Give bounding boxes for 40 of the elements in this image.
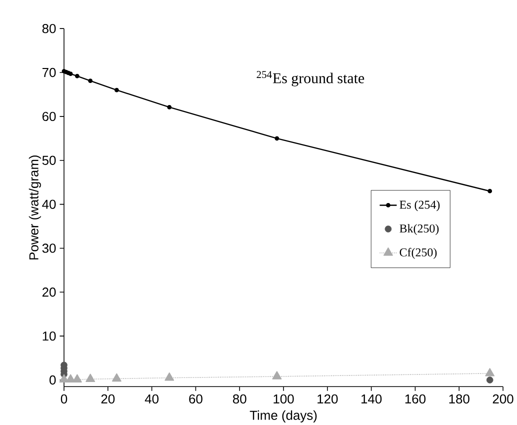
legend-label: Es (254) xyxy=(400,200,440,212)
y-tick-label: 80 xyxy=(42,24,56,34)
point xyxy=(86,374,96,382)
point xyxy=(112,373,122,382)
x-tick-label: 140 xyxy=(361,394,382,404)
x-tick-label: 180 xyxy=(449,394,470,404)
x-tick-label: 160 xyxy=(405,394,426,404)
y-tick-label: 30 xyxy=(42,244,56,253)
point xyxy=(164,372,174,381)
point xyxy=(88,78,93,84)
x-tick-label: 120 xyxy=(318,394,338,404)
point xyxy=(59,374,69,382)
y-tick-label: 0 xyxy=(50,375,56,385)
point xyxy=(272,371,282,380)
point xyxy=(114,88,119,92)
point xyxy=(488,188,492,194)
point xyxy=(66,374,76,382)
y-tick-label: 70 xyxy=(42,68,56,78)
x-tick-label: 100 xyxy=(274,394,294,404)
point xyxy=(74,74,80,78)
point xyxy=(485,368,495,376)
legend-label: Bk(250) xyxy=(400,224,439,235)
legend-label: Cf(250) xyxy=(400,248,437,259)
x-tick-label: 0 xyxy=(60,394,68,404)
y-tick-label: 40 xyxy=(42,200,56,209)
y-tick-label: 10 xyxy=(42,331,56,341)
y-tick-label: 60 xyxy=(42,112,56,122)
point xyxy=(486,376,494,384)
y-tick-label: 50 xyxy=(42,156,56,165)
x-tick-label: 200 xyxy=(492,394,514,404)
point xyxy=(274,136,280,141)
x-tick-label: 80 xyxy=(232,394,246,404)
x-tick-label: 60 xyxy=(189,394,202,404)
annotation: $^{254}$Es ground state xyxy=(256,71,364,86)
y-tick-label: 20 xyxy=(42,288,56,297)
x-tick-label: 40 xyxy=(144,394,159,404)
x-axis-title: Time (days) xyxy=(250,410,317,422)
x-tick-label: 20 xyxy=(101,394,115,404)
y-axis-title: Power (watt/gram) xyxy=(28,156,41,260)
point xyxy=(167,105,172,110)
